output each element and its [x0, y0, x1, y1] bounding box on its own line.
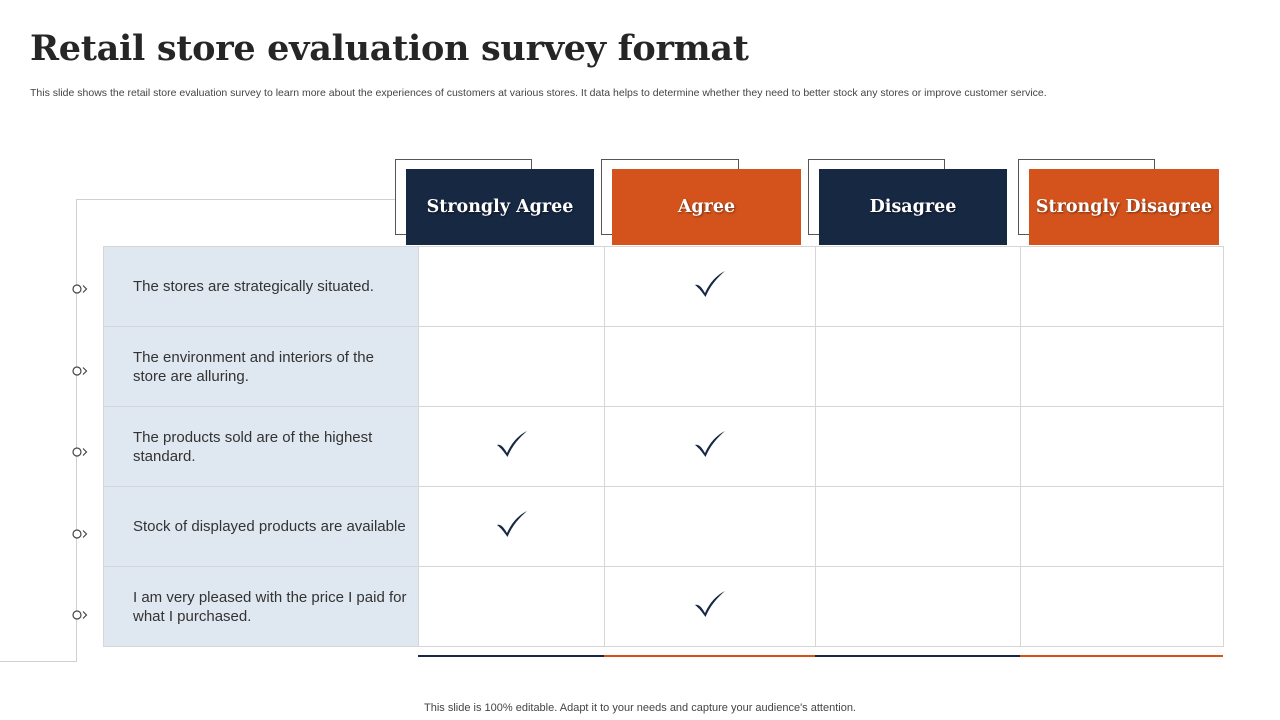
table-row: The stores are strategically situated. [103, 246, 1224, 327]
column-underline-navy [418, 655, 604, 657]
check-cell[interactable] [418, 406, 605, 487]
page-title: Retail store evaluation survey format [30, 28, 749, 69]
page-subtitle: This slide shows the retail store evalua… [30, 87, 1047, 99]
column-underline-orange [604, 655, 815, 657]
check-cell[interactable] [418, 246, 605, 327]
circle-chevron-icon [72, 365, 90, 377]
check-cell[interactable] [604, 486, 816, 567]
bracket-line-top [76, 199, 396, 200]
check-cell[interactable] [604, 566, 816, 647]
check-icon [495, 430, 529, 458]
check-cell[interactable] [815, 326, 1021, 407]
column-header-label: Disagree [819, 169, 1007, 245]
check-icon [495, 510, 529, 538]
column-underline-navy [815, 655, 1020, 657]
circle-chevron-icon [72, 609, 90, 621]
check-cell[interactable] [604, 326, 816, 407]
check-cell[interactable] [1020, 486, 1224, 567]
check-cell[interactable] [418, 486, 605, 567]
bracket-line-vertical [76, 199, 77, 662]
table-row: The products sold are of the highest sta… [103, 406, 1224, 487]
row-statement: The stores are strategically situated. [103, 246, 419, 327]
column-header-label: Agree [612, 169, 801, 245]
circle-chevron-icon [72, 528, 90, 540]
check-cell[interactable] [815, 566, 1021, 647]
survey-table-body: The stores are strategically situated. T… [103, 246, 1224, 647]
row-statement: Stock of displayed products are availabl… [103, 486, 419, 567]
circle-chevron-icon [72, 283, 90, 295]
check-cell[interactable] [604, 246, 816, 327]
check-cell[interactable] [815, 406, 1021, 487]
bracket-line-bottom [0, 661, 77, 662]
check-cell[interactable] [1020, 406, 1224, 487]
check-cell[interactable] [1020, 246, 1224, 327]
check-cell[interactable] [1020, 566, 1224, 647]
check-cell[interactable] [815, 486, 1021, 567]
check-icon [693, 430, 727, 458]
footer-note: This slide is 100% editable. Adapt it to… [424, 702, 856, 714]
survey-table: The stores are strategically situated. T… [103, 246, 1224, 647]
column-header-label: Strongly Disagree [1029, 169, 1219, 245]
check-cell[interactable] [1020, 326, 1224, 407]
row-statement: The environment and interiors of the sto… [103, 326, 419, 407]
check-cell[interactable] [418, 326, 605, 407]
check-icon [693, 590, 727, 618]
check-cell[interactable] [604, 406, 816, 487]
circle-chevron-icon [72, 446, 90, 458]
check-cell[interactable] [815, 246, 1021, 327]
column-underline-orange [1020, 655, 1223, 657]
check-icon [693, 270, 727, 298]
row-statement: The products sold are of the highest sta… [103, 406, 419, 487]
table-row: The environment and interiors of the sto… [103, 326, 1224, 407]
table-row: Stock of displayed products are availabl… [103, 486, 1224, 567]
check-cell[interactable] [418, 566, 605, 647]
column-header-label: Strongly Agree [406, 169, 594, 245]
row-statement: I am very pleased with the price I paid … [103, 566, 419, 647]
table-row: I am very pleased with the price I paid … [103, 566, 1224, 647]
